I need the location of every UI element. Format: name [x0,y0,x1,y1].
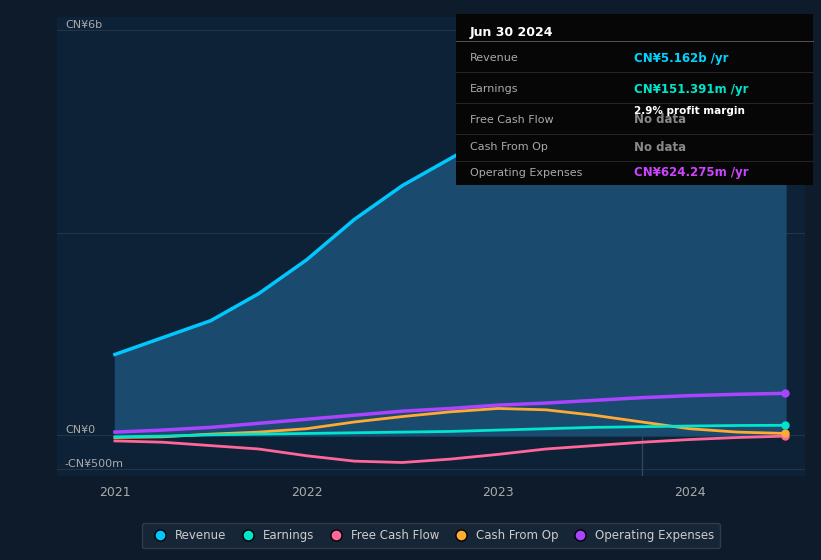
Text: Operating Expenses: Operating Expenses [470,168,582,178]
Text: No data: No data [635,141,686,154]
Text: CN¥5.162b /yr: CN¥5.162b /yr [635,52,729,65]
Legend: Revenue, Earnings, Free Cash Flow, Cash From Op, Operating Expenses: Revenue, Earnings, Free Cash Flow, Cash … [142,524,720,548]
Text: Free Cash Flow: Free Cash Flow [470,115,553,125]
Text: Revenue: Revenue [470,53,519,63]
Text: Earnings: Earnings [470,84,518,94]
Text: -CN¥500m: -CN¥500m [65,459,124,469]
Text: CN¥624.275m /yr: CN¥624.275m /yr [635,166,749,179]
Text: CN¥151.391m /yr: CN¥151.391m /yr [635,83,749,96]
Text: CN¥6b: CN¥6b [65,20,102,30]
Text: 2.9% profit margin: 2.9% profit margin [635,106,745,116]
Text: Cash From Op: Cash From Op [470,142,548,152]
Text: No data: No data [635,113,686,127]
Text: CN¥0: CN¥0 [65,426,95,436]
Text: Jun 30 2024: Jun 30 2024 [470,26,553,39]
